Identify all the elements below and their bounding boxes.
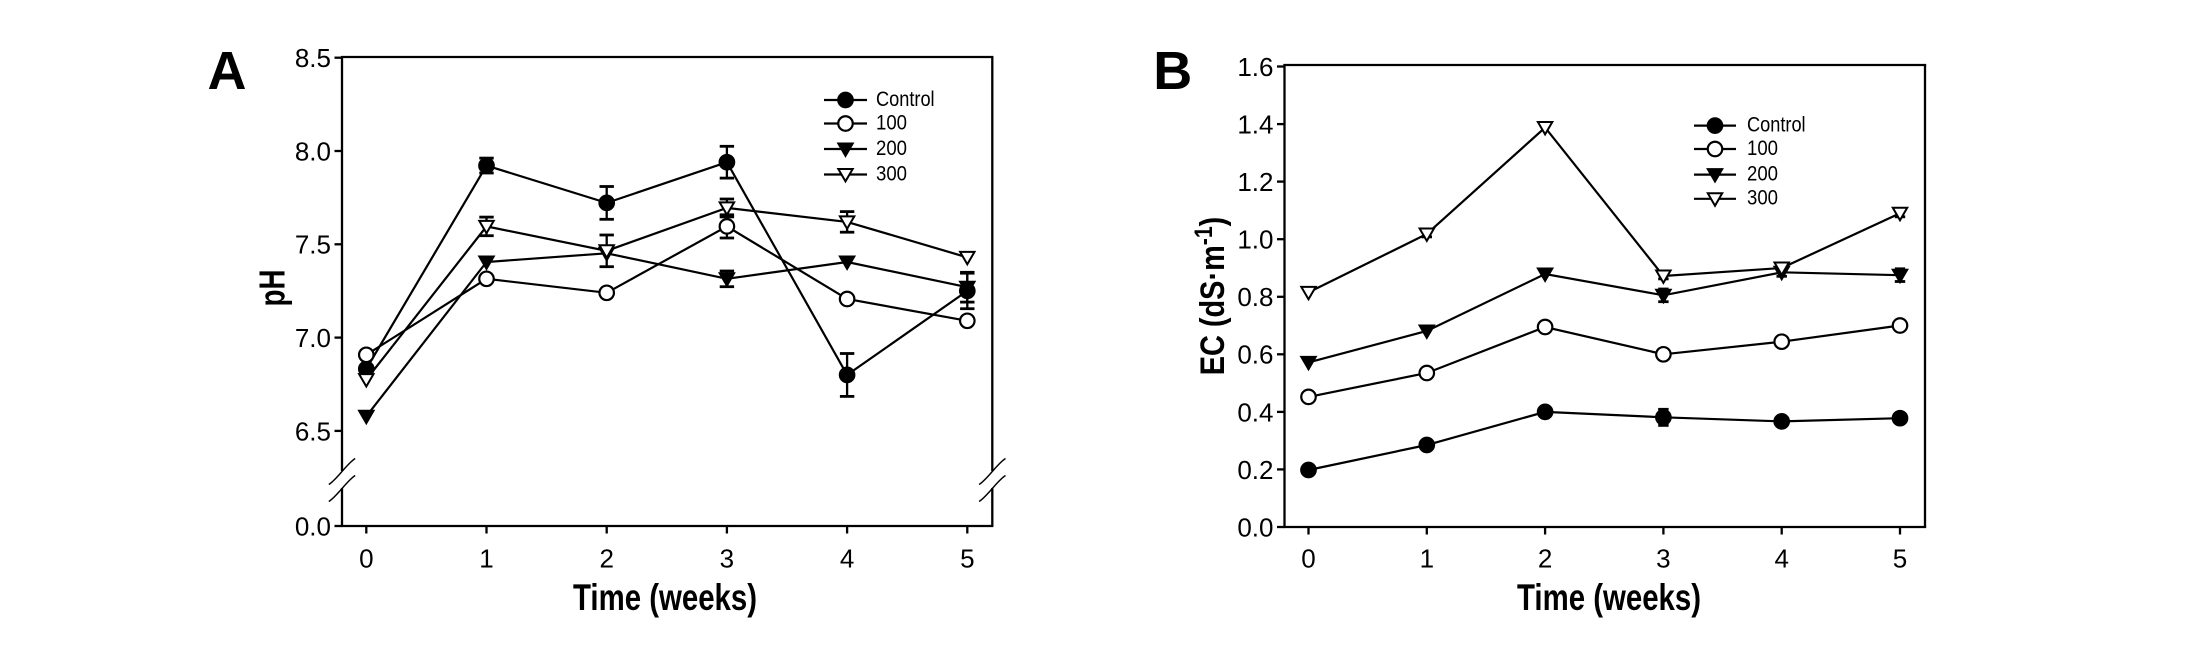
svg-text:3: 3 [720,544,734,574]
svg-text:2: 2 [599,544,613,574]
svg-text:300: 300 [876,162,907,185]
svg-text:8.0: 8.0 [295,136,331,166]
svg-text:100: 100 [876,111,907,134]
svg-text:2: 2 [1538,544,1552,574]
svg-text:1.6: 1.6 [1237,52,1273,82]
svg-text:1.4: 1.4 [1237,110,1273,140]
svg-text:0.2: 0.2 [1237,455,1273,485]
svg-text:4: 4 [840,544,854,574]
svg-text:7.5: 7.5 [295,230,331,260]
svg-text:Time (weeks): Time (weeks) [1517,577,1701,618]
svg-text:4: 4 [1774,544,1788,574]
svg-text:6.5: 6.5 [295,416,331,446]
svg-text:3: 3 [1656,544,1670,574]
svg-text:1.2: 1.2 [1237,167,1273,197]
svg-text:1: 1 [1420,544,1434,574]
svg-text:7.0: 7.0 [295,323,331,353]
svg-text:EC (dS·m-1): EC (dS·m-1) [1189,217,1231,376]
svg-text:200: 200 [876,137,907,160]
svg-text:0.0: 0.0 [1237,512,1273,542]
svg-text:100: 100 [1747,137,1778,160]
svg-text:300: 300 [1747,187,1778,210]
svg-text:B: B [1153,41,1192,101]
svg-text:0.6: 0.6 [1237,340,1273,370]
svg-text:pH: pH [252,270,293,307]
svg-text:Control: Control [876,88,935,111]
svg-text:5: 5 [960,544,974,574]
svg-text:Control: Control [1747,113,1806,136]
svg-text:200: 200 [1747,162,1778,185]
svg-text:1.0: 1.0 [1237,225,1273,255]
svg-text:0.8: 0.8 [1237,282,1273,312]
svg-text:0: 0 [1301,544,1315,574]
svg-text:0: 0 [359,544,373,574]
svg-text:1: 1 [479,544,493,574]
svg-text:0.4: 0.4 [1237,397,1273,427]
svg-text:8.5: 8.5 [295,43,331,73]
svg-text:0.0: 0.0 [295,511,331,541]
svg-text:A: A [208,41,247,101]
svg-text:Time (weeks): Time (weeks) [573,577,757,618]
svg-text:5: 5 [1893,544,1907,574]
